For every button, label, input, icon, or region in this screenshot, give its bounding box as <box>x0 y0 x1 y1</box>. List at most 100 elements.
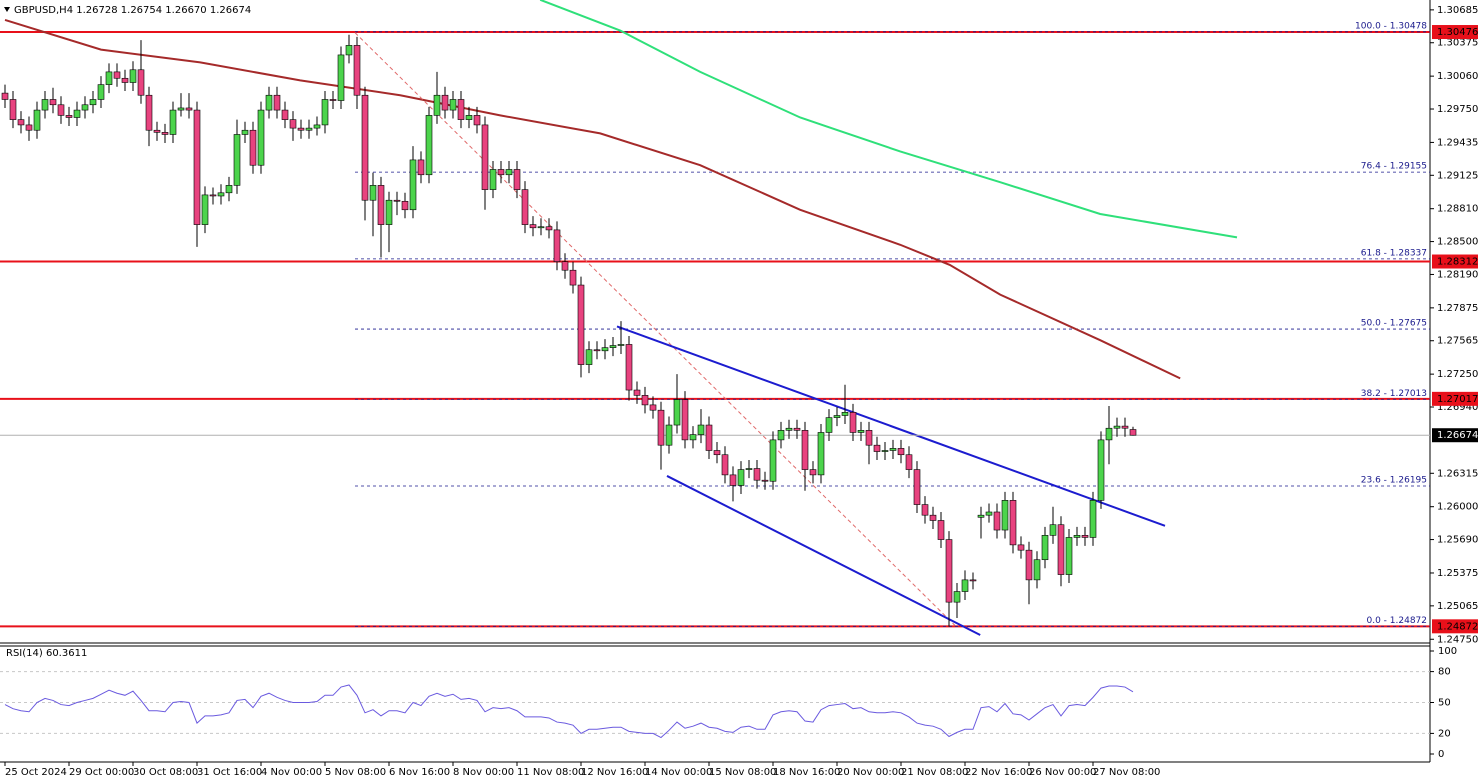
candle-body <box>889 448 897 451</box>
candle-body <box>545 226 553 231</box>
candle-body <box>993 511 1001 531</box>
candle-body <box>337 54 345 101</box>
candle-body <box>281 109 289 120</box>
candle-body <box>625 344 633 391</box>
fib-label: 38.2 - 1.27013 <box>1361 389 1427 399</box>
candle-body <box>641 395 649 406</box>
candle-body <box>257 109 265 166</box>
candle-body <box>713 450 721 456</box>
candle-body <box>513 169 521 190</box>
candle-body <box>753 468 761 481</box>
candle-body <box>1097 439 1105 501</box>
candle-body <box>593 349 601 352</box>
candle-body <box>737 469 745 486</box>
candle-body <box>273 94 281 111</box>
candle-body <box>1089 500 1097 538</box>
candle-body <box>1009 500 1017 546</box>
candle-body <box>369 185 377 201</box>
candle-body <box>305 127 313 131</box>
candle-body <box>449 99 457 111</box>
candle-body <box>113 71 121 79</box>
candle-body <box>985 511 993 516</box>
candle-body <box>841 412 849 416</box>
candle-body <box>793 427 801 431</box>
candle-body <box>353 45 361 96</box>
candle-body <box>969 579 977 582</box>
candle-body <box>313 124 321 129</box>
y-tick-label: 1.29435 <box>1437 137 1478 148</box>
candle-body <box>937 520 945 540</box>
main-plot <box>0 0 1430 636</box>
y-tick-label: 1.30375 <box>1437 38 1478 49</box>
rsi-line <box>4 684 1134 739</box>
candle-body <box>97 84 105 100</box>
candle-body <box>17 119 25 126</box>
candle-body <box>529 224 537 229</box>
y-tick-label: 1.27565 <box>1437 336 1478 347</box>
fib-label: 50.0 - 1.27675 <box>1361 319 1427 329</box>
candle-body <box>73 109 81 118</box>
candle-body <box>417 159 425 176</box>
y-tick-label: 1.24750 <box>1437 634 1478 645</box>
fib-label: 0.0 - 1.24872 <box>1367 616 1428 626</box>
moving-average <box>4 18 1181 380</box>
candle-body <box>33 109 41 131</box>
candle-body <box>65 115 73 118</box>
y-tick-label: 1.30060 <box>1437 71 1478 82</box>
candle-body <box>1033 559 1041 581</box>
candle-body <box>377 185 385 225</box>
candle-body <box>697 424 705 435</box>
rsi-tick-label: 80 <box>1438 667 1451 678</box>
candle-body <box>321 99 329 126</box>
candle-body <box>145 94 153 131</box>
candle-body <box>209 194 217 197</box>
candle-body <box>657 409 665 446</box>
symbol-menu-arrow <box>4 7 10 12</box>
level-label: 1.30476 <box>1437 27 1478 38</box>
candle-body <box>89 99 97 106</box>
candle-body <box>137 69 145 96</box>
candle-body <box>729 474 737 486</box>
candle-body <box>345 45 353 56</box>
candle-body <box>465 115 473 120</box>
candle-body <box>225 185 233 194</box>
candle-body <box>905 454 913 470</box>
fib-label: 100.0 - 1.30478 <box>1355 21 1427 31</box>
y-tick-label: 1.26000 <box>1437 502 1478 513</box>
x-tick-label: 30 Oct 08:00 <box>133 767 198 778</box>
candle-body <box>241 129 249 135</box>
level-label: 1.24872 <box>1437 621 1478 632</box>
candle-body <box>481 124 489 190</box>
candle-body <box>1025 549 1033 581</box>
y-tick-label: 1.25065 <box>1437 601 1478 612</box>
candle-body <box>289 119 297 129</box>
trendline <box>666 475 981 636</box>
candle-body <box>745 468 753 470</box>
candle-body <box>433 94 441 116</box>
level-label-box <box>1432 25 1478 40</box>
candle-body <box>185 107 193 111</box>
candle-body <box>41 99 49 111</box>
candle-body <box>105 71 113 85</box>
x-tick-label: 11 Nov 08:00 <box>517 767 584 778</box>
candle-body <box>361 94 369 201</box>
candle-body <box>777 430 785 441</box>
level-label-box <box>1432 391 1478 406</box>
candle-body <box>561 261 569 271</box>
candle-body <box>649 404 657 411</box>
x-tick-label: 15 Nov 08:00 <box>709 767 776 778</box>
candle-body <box>193 109 201 225</box>
rsi-tick-label: 0 <box>1438 749 1444 760</box>
fib-label: 23.6 - 1.26195 <box>1361 476 1427 486</box>
candle-body <box>505 169 513 176</box>
candle-body <box>689 434 697 441</box>
candle-body <box>9 99 17 120</box>
candle-body <box>1129 429 1137 436</box>
candle-body <box>849 412 857 433</box>
last-price-label: 1.26674 <box>1437 430 1478 441</box>
x-tick-label: 5 Nov 08:00 <box>325 767 386 778</box>
x-tick-label: 20 Nov 00:00 <box>837 767 904 778</box>
candle-body <box>929 514 937 521</box>
level-label: 1.28312 <box>1437 257 1478 268</box>
candle-body <box>881 450 889 452</box>
